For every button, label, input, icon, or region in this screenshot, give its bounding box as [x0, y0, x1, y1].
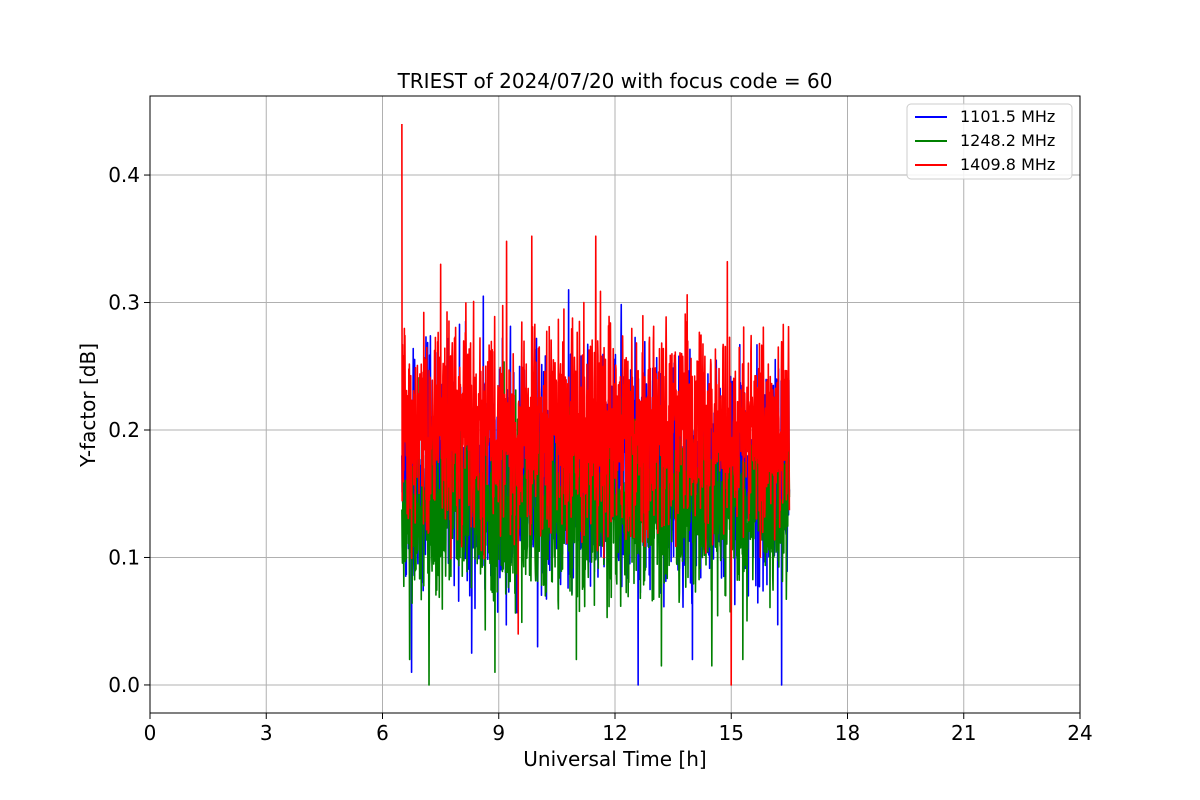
- x-tick-label: 18: [835, 721, 860, 745]
- legend: 1101.5 MHz 1248.2 MHz 1409.8 MHz: [907, 104, 1072, 179]
- x-tick-label: 15: [719, 721, 744, 745]
- y-tick-label: 0.4: [108, 163, 140, 187]
- y-tick-label: 0.3: [108, 291, 140, 315]
- x-tick-label: 21: [951, 721, 976, 745]
- x-axis-label: Universal Time [h]: [523, 747, 706, 771]
- y-tick-label: 0.2: [108, 418, 140, 442]
- legend-label-1101: 1101.5 MHz: [960, 107, 1055, 126]
- x-tick-label: 0: [144, 721, 157, 745]
- chart-title: TRIEST of 2024/07/20 with focus code = 6…: [397, 69, 833, 93]
- legend-label-1409: 1409.8 MHz: [960, 155, 1055, 174]
- legend-label-1248: 1248.2 MHz: [960, 131, 1055, 150]
- x-tick-label: 3: [260, 721, 273, 745]
- y-axis-label: Y-factor [dB]: [76, 343, 100, 468]
- y-tick-label: 0.1: [108, 545, 140, 569]
- x-tick-label: 12: [602, 721, 627, 745]
- x-tick-label: 6: [376, 721, 389, 745]
- x-tick-label: 24: [1067, 721, 1092, 745]
- x-tick-label: 9: [492, 721, 505, 745]
- y-tick-label: 0.0: [108, 673, 140, 697]
